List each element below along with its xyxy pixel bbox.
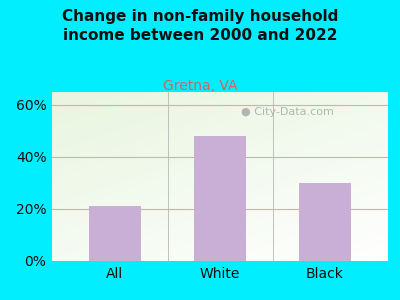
Text: ● City-Data.com: ● City-Data.com — [241, 107, 334, 117]
Text: Gretna, VA: Gretna, VA — [163, 80, 237, 94]
Bar — [299, 183, 351, 261]
Bar — [194, 136, 246, 261]
Bar — [89, 206, 141, 261]
Text: Change in non-family household
income between 2000 and 2022: Change in non-family household income be… — [62, 9, 338, 43]
